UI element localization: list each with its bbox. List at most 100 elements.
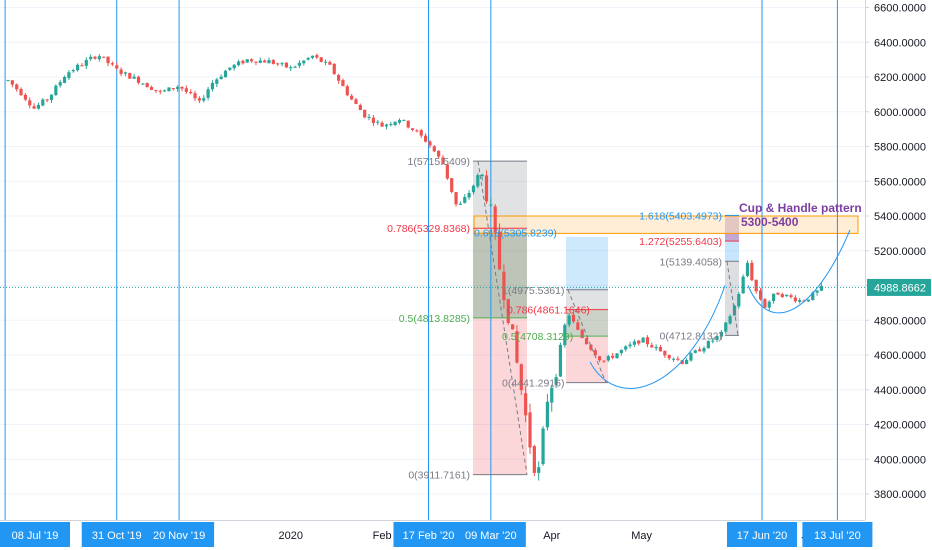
- candle[interactable]: [545, 393, 549, 431]
- candle[interactable]: [319, 56, 323, 63]
- candle[interactable]: [519, 363, 523, 396]
- candle[interactable]: [658, 344, 663, 352]
- candle[interactable]: [593, 347, 597, 356]
- candle[interactable]: [632, 339, 636, 347]
- candle[interactable]: [141, 82, 145, 85]
- candle[interactable]: [93, 55, 97, 60]
- candle[interactable]: [158, 89, 162, 95]
- candle[interactable]: [432, 144, 436, 153]
- candle[interactable]: [193, 90, 197, 102]
- candle[interactable]: [606, 354, 610, 362]
- candle[interactable]: [537, 461, 541, 481]
- candle[interactable]: [315, 53, 319, 60]
- candle[interactable]: [676, 356, 680, 361]
- date-badge[interactable]: 17 Jun '20: [727, 522, 797, 547]
- candle[interactable]: [206, 86, 210, 101]
- candle[interactable]: [289, 65, 293, 72]
- candle[interactable]: [71, 68, 75, 73]
- current-price-badge[interactable]: [867, 278, 931, 296]
- candle[interactable]: [219, 74, 223, 80]
- candle[interactable]: [745, 260, 750, 278]
- candle[interactable]: [611, 352, 615, 360]
- candle[interactable]: [197, 96, 201, 104]
- candle[interactable]: [780, 292, 784, 298]
- candle[interactable]: [176, 85, 180, 92]
- candle[interactable]: [619, 349, 623, 356]
- candle[interactable]: [628, 341, 632, 349]
- candle[interactable]: [480, 173, 484, 181]
- date-badge[interactable]: 20 Nov '19: [144, 522, 215, 547]
- candle[interactable]: [149, 85, 154, 91]
- candle[interactable]: [76, 63, 80, 72]
- candle[interactable]: [128, 72, 132, 79]
- candle[interactable]: [132, 74, 136, 80]
- candle[interactable]: [763, 297, 767, 309]
- candle[interactable]: [19, 87, 23, 96]
- candle[interactable]: [410, 127, 415, 132]
- candle[interactable]: [245, 59, 249, 63]
- candle[interactable]: [302, 60, 306, 66]
- candle[interactable]: [819, 283, 824, 292]
- candle[interactable]: [97, 54, 101, 62]
- candle[interactable]: [580, 328, 584, 339]
- candle[interactable]: [232, 64, 236, 71]
- date-badge[interactable]: 09 Mar '20: [455, 522, 526, 547]
- candle[interactable]: [767, 300, 771, 311]
- candle[interactable]: [332, 63, 336, 75]
- candle[interactable]: [571, 312, 576, 324]
- candle[interactable]: [715, 335, 719, 343]
- candle[interactable]: [280, 62, 284, 67]
- candle[interactable]: [550, 384, 554, 412]
- candle[interactable]: [750, 260, 754, 282]
- candle[interactable]: [567, 312, 571, 328]
- candle[interactable]: [258, 57, 262, 64]
- candle[interactable]: [702, 346, 706, 354]
- candle[interactable]: [558, 342, 563, 378]
- date-badge[interactable]: 31 Oct '19: [81, 522, 152, 547]
- candle[interactable]: [541, 426, 545, 466]
- candle[interactable]: [506, 298, 510, 325]
- candle[interactable]: [323, 59, 328, 66]
- candle[interactable]: [136, 75, 141, 85]
- candle[interactable]: [415, 128, 419, 133]
- candle[interactable]: [798, 297, 802, 304]
- candle[interactable]: [210, 80, 215, 92]
- candle[interactable]: [189, 89, 193, 95]
- candle[interactable]: [445, 164, 449, 180]
- candle[interactable]: [106, 56, 110, 67]
- candle[interactable]: [62, 75, 67, 84]
- candle[interactable]: [276, 62, 280, 67]
- candle[interactable]: [806, 299, 810, 303]
- candle[interactable]: [789, 293, 793, 299]
- candle[interactable]: [223, 69, 228, 78]
- candle[interactable]: [389, 121, 393, 127]
- date-badge[interactable]: 17 Feb '20: [393, 522, 464, 547]
- candle[interactable]: [532, 444, 536, 477]
- candle[interactable]: [758, 287, 763, 301]
- candle[interactable]: [511, 324, 515, 330]
- candle[interactable]: [341, 78, 345, 87]
- candle[interactable]: [380, 120, 384, 127]
- candle[interactable]: [41, 98, 45, 107]
- candle[interactable]: [602, 360, 606, 363]
- candle[interactable]: [328, 60, 332, 65]
- candle[interactable]: [297, 60, 302, 68]
- candle[interactable]: [45, 98, 49, 103]
- candle[interactable]: [267, 57, 271, 64]
- candle[interactable]: [584, 337, 589, 345]
- candle[interactable]: [728, 314, 732, 325]
- candle[interactable]: [67, 70, 71, 80]
- candle[interactable]: [284, 62, 288, 69]
- candle[interactable]: [180, 86, 184, 92]
- candle[interactable]: [689, 352, 693, 362]
- candle[interactable]: [685, 358, 689, 365]
- candle[interactable]: [624, 345, 628, 352]
- candle[interactable]: [215, 77, 219, 87]
- candle[interactable]: [693, 349, 697, 354]
- candle[interactable]: [650, 342, 654, 348]
- candle[interactable]: [663, 350, 667, 358]
- candle[interactable]: [476, 173, 480, 189]
- candle[interactable]: [263, 59, 267, 63]
- candle[interactable]: [515, 325, 519, 364]
